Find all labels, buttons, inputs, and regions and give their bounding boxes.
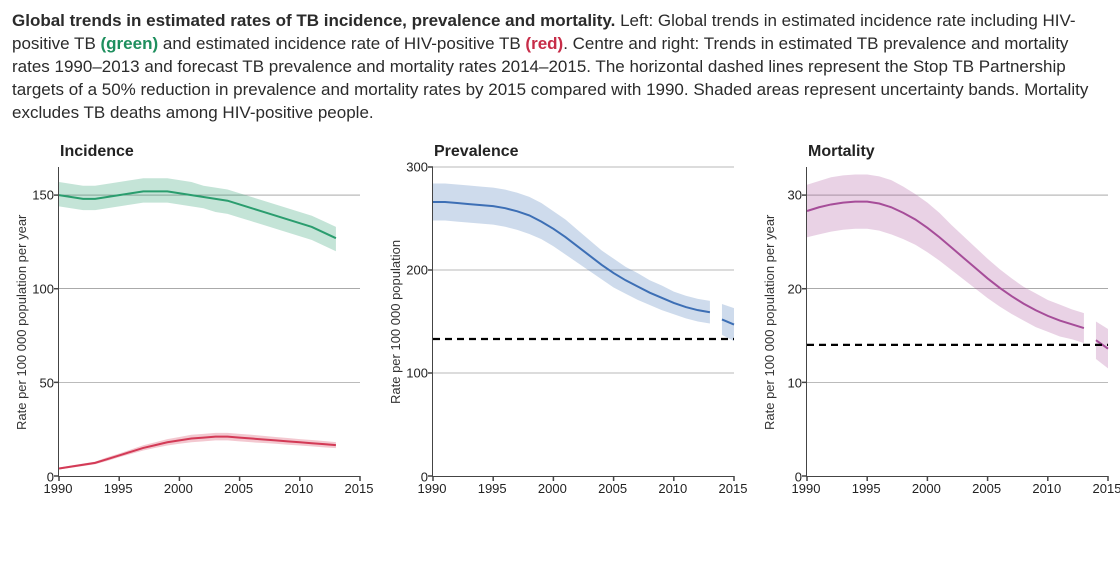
plot-row: Rate per 100 000 population per year0102… [760,167,1108,477]
x-tick: 1995 [478,481,507,496]
panel-prevalence: PrevalenceRate per 100 000 population010… [386,143,734,499]
plot-area-mortality [806,167,1108,477]
y-tick: 30 [788,188,802,201]
x-tick: 2000 [912,481,941,496]
y-axis-label: Rate per 100 000 population [386,167,402,477]
x-ticks: 199019952000200520102015 [806,481,1108,499]
x-tick: 2015 [1093,481,1120,496]
x-tick: 1990 [44,481,73,496]
figure-caption: Global trends in estimated rates of TB i… [12,10,1108,125]
y-tick: 150 [32,188,54,201]
y-tick: 300 [406,160,428,173]
plot-area-prevalence [432,167,734,477]
y-ticks: 050100150 [28,167,58,477]
y-tick: 10 [788,376,802,389]
chart-svg [59,167,360,476]
panel-title-incidence: Incidence [60,143,360,161]
y-tick: 20 [788,282,802,295]
panels-row: Incidence Rate per 100 000 population per… [12,143,1108,499]
y-ticks: 0100200300 [402,167,432,477]
y-ticks: 0102030 [776,167,806,477]
y-axis-label: Rate per 100 000 population per year [760,167,776,477]
x-tick: 1990 [792,481,821,496]
caption-red: (red) [525,34,563,53]
x-tick: 2005 [598,481,627,496]
x-tick: 1995 [852,481,881,496]
chart-svg [807,167,1108,476]
x-tick: 2005 [972,481,1001,496]
y-tick: 100 [406,367,428,380]
x-ticks: 199019952000200520102015 [58,481,360,499]
plot-row: Rate per 100 000 population per year0501… [12,167,360,477]
incidence-all-tb-band [59,178,336,251]
x-tick: 2015 [345,481,374,496]
x-tick: 2000 [538,481,567,496]
y-tick: 100 [32,282,54,295]
x-tick: 2010 [1032,481,1061,496]
x-tick: 1990 [418,481,447,496]
x-ticks: 199019952000200520102015 [432,481,734,499]
y-tick: 200 [406,264,428,277]
panel-mortality: Mortality Rate per 100 000 population per… [760,143,1108,499]
panel-title-mortality: Mortality [808,143,1108,161]
x-tick: 2010 [284,481,313,496]
plot-area-incidence [58,167,360,477]
panel-title-prevalence: Prevalence [434,143,734,161]
mortality-main-band [807,174,1084,343]
plot-row: Rate per 100 000 population0100200300 [386,167,734,477]
caption-part2: and estimated incidence rate of HIV-posi… [158,34,525,53]
x-tick: 2005 [224,481,253,496]
chart-svg [433,167,734,476]
y-tick: 50 [40,376,54,389]
caption-title: Global trends in estimated rates of TB i… [12,11,615,30]
x-tick: 2015 [719,481,748,496]
x-tick: 2010 [658,481,687,496]
caption-green: (green) [101,34,159,53]
y-axis-label: Rate per 100 000 population per year [12,167,28,477]
x-tick: 1995 [104,481,133,496]
x-tick: 2000 [164,481,193,496]
panel-incidence: Incidence Rate per 100 000 population per… [12,143,360,499]
